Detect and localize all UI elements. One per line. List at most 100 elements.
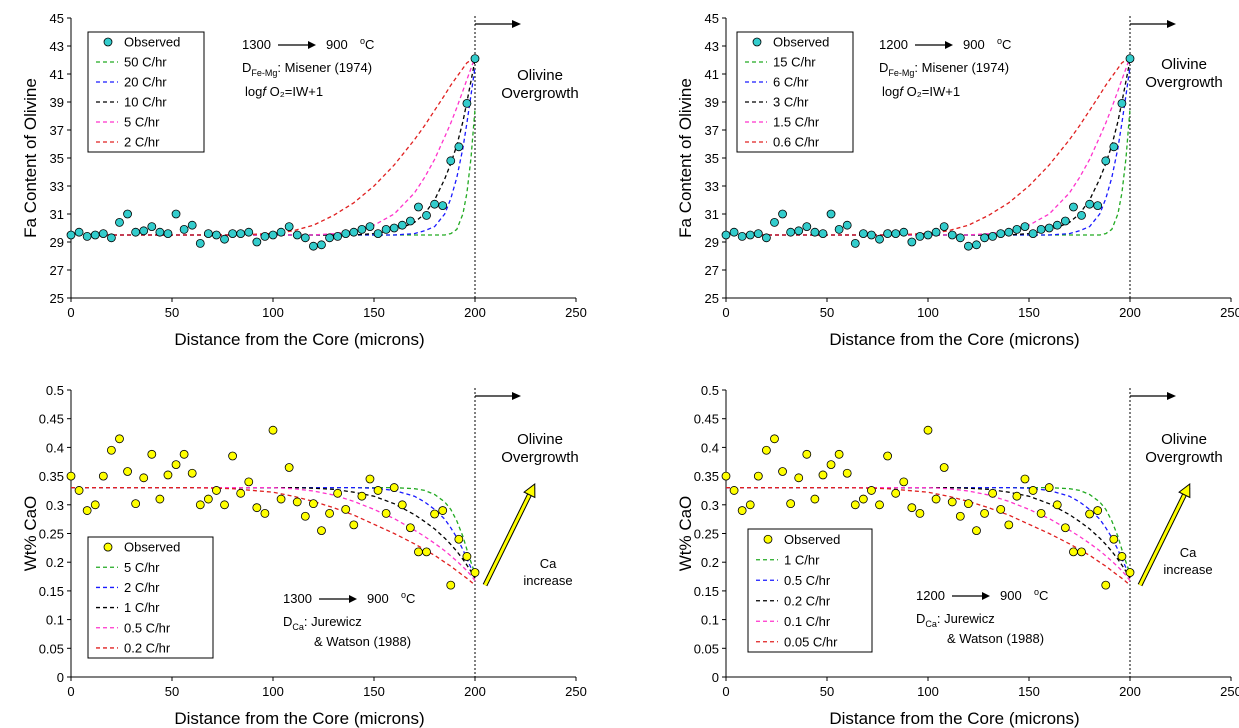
- legend-label: 2 C/hr: [124, 135, 160, 150]
- observed-point: [212, 230, 221, 240]
- observed-point: [955, 511, 965, 521]
- observed-point: [284, 463, 294, 472]
- observed-point: [268, 425, 278, 435]
- observed-point: [349, 227, 359, 237]
- legend-label: 3 C/hr: [773, 95, 809, 110]
- observed-point: [268, 230, 278, 240]
- y-tick-label: 0.1: [701, 613, 719, 628]
- temp-from: 1200: [879, 37, 908, 52]
- y-tick-label: 0.5: [701, 383, 719, 398]
- observed-point: [163, 470, 173, 480]
- legend-label: 0.2 C/hr: [124, 640, 171, 655]
- observed-point: [131, 227, 141, 237]
- observed-point: [1052, 500, 1062, 510]
- observed-point: [980, 233, 989, 243]
- annotation: 1200 900 oC DCa: Jurewicz & Watson (1988): [916, 587, 1048, 646]
- observed-point: [931, 227, 941, 237]
- x-axis-title: Distance from the Core (microns): [829, 709, 1079, 728]
- observed-point: [373, 486, 383, 495]
- observed-point: [82, 506, 92, 515]
- observed-point: [308, 499, 318, 509]
- observed-point: [988, 488, 998, 498]
- y-axis-title: Fa Content of Olivine: [676, 78, 695, 238]
- x-tick-label: 150: [1018, 684, 1040, 699]
- observed-point: [915, 509, 925, 518]
- observed-point: [131, 499, 141, 509]
- y-tick-label: 0.45: [39, 412, 64, 427]
- observed-point: [98, 471, 108, 481]
- y-tick-label: 0.05: [694, 641, 719, 656]
- observed-point: [74, 227, 84, 237]
- observed-point: [1077, 210, 1086, 220]
- observed-point: [729, 227, 739, 237]
- legend-label: 0.6 C/hr: [773, 135, 820, 150]
- observed-point: [826, 460, 836, 470]
- observed-point: [90, 230, 100, 240]
- observed-point: [1020, 474, 1030, 484]
- diffusion-source: DFe-Mg: Misener (1974): [242, 60, 372, 78]
- observed-point: [891, 488, 901, 498]
- y-tick-label: 43: [705, 39, 719, 54]
- temp-unit: oC: [1034, 587, 1048, 603]
- observed-point: [883, 229, 892, 239]
- observed-point: [414, 202, 423, 212]
- observed-point: [1044, 223, 1054, 233]
- ca-label-line1: Ca: [1180, 545, 1197, 560]
- annotation: 1300 900 oC DFe-Mg: Misener (1974) logf O₂=I…: [242, 36, 374, 99]
- observed-point: [762, 445, 771, 455]
- observed-point: [955, 233, 965, 243]
- observed-point: [397, 500, 407, 510]
- x-tick-label: 150: [363, 684, 385, 699]
- observed-point: [333, 231, 343, 241]
- x-tick-label: 0: [722, 684, 729, 699]
- legend-marker-observed: [752, 37, 762, 47]
- observed-point: [276, 494, 286, 504]
- diffusion-source-line2: & Watson (1988): [314, 634, 411, 649]
- observed-point: [107, 445, 116, 455]
- y-tick-label: 37: [705, 123, 719, 138]
- y-tick-label: 31: [705, 207, 719, 222]
- ca-increase-arrow-head: [523, 482, 536, 499]
- observed-point: [203, 229, 213, 239]
- observed-point: [300, 233, 310, 243]
- observed-point: [947, 230, 957, 240]
- observed-point: [381, 224, 391, 234]
- observed-point: [834, 224, 844, 234]
- x-tick-label: 200: [464, 305, 486, 320]
- observed-point: [778, 209, 787, 219]
- temp-arrow-head: [349, 595, 357, 603]
- observed-point: [794, 473, 804, 483]
- y-tick-label: 41: [705, 67, 719, 82]
- observed-point: [228, 451, 238, 461]
- observed-point: [972, 240, 981, 250]
- diffusion-source-line2: & Watson (1988): [947, 631, 1044, 646]
- observed-point: [187, 220, 197, 230]
- observed-point: [1069, 547, 1078, 557]
- observed-point: [155, 494, 165, 504]
- observed-point: [123, 467, 132, 476]
- y-tick-label: 0.4: [701, 440, 719, 455]
- legend-label: 20 C/hr: [124, 75, 167, 90]
- y-tick-label: 0.4: [46, 440, 64, 455]
- temp-from: 1200: [916, 588, 945, 603]
- observed-point: [333, 488, 343, 498]
- observed-point: [996, 229, 1006, 239]
- observed-point: [341, 504, 351, 514]
- observed-point: [802, 222, 812, 232]
- legend: Observed 15 C/hr 6 C/hr 3 C/hr 1.5 C/hr 0.6 C…: [736, 31, 854, 153]
- x-tick-label: 150: [363, 305, 385, 320]
- legend-marker-observed: [763, 534, 773, 544]
- x-tick-label: 200: [1119, 684, 1141, 699]
- y-tick-label: 0.2: [46, 555, 64, 570]
- observed-point: [98, 229, 108, 239]
- y-tick-label: 25: [705, 291, 719, 306]
- observed-point: [1012, 491, 1022, 501]
- y-tick-label: 0.3: [701, 498, 719, 513]
- observed-point: [1077, 547, 1086, 557]
- observed-point: [737, 506, 747, 515]
- oxygen-fugacity: logf O₂=IW+1: [882, 84, 960, 99]
- observed-point: [179, 224, 189, 234]
- legend-label: 6 C/hr: [773, 75, 809, 90]
- observed-point: [66, 230, 76, 240]
